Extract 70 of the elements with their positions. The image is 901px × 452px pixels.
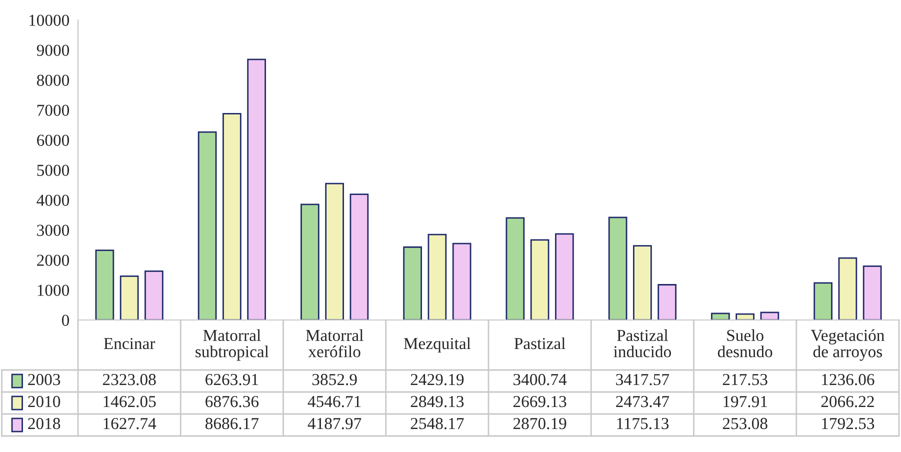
data-label: 4187.97 xyxy=(308,418,362,430)
bar xyxy=(222,113,242,320)
bar xyxy=(428,234,447,320)
bar xyxy=(198,131,217,320)
x-tick-label: Mezquital xyxy=(404,337,471,353)
data-label: 2669.13 xyxy=(513,396,566,408)
legend-label: 2010 xyxy=(28,396,60,408)
legend-label: 2003 xyxy=(28,374,60,386)
x-tick-label: Pastizal xyxy=(514,337,566,350)
x-tick-label: Pastizal inducido xyxy=(614,329,671,358)
bar xyxy=(530,239,550,320)
bar xyxy=(120,275,139,320)
data-label: 8686.17 xyxy=(205,418,259,430)
bar xyxy=(247,58,266,320)
data-label: 6263.91 xyxy=(206,374,258,386)
y-tick-label: 5000 xyxy=(37,164,70,176)
bar xyxy=(144,270,164,320)
bar xyxy=(506,217,525,320)
bar xyxy=(300,204,320,320)
data-label: 6876.36 xyxy=(206,396,259,408)
data-label: 1792.53 xyxy=(822,418,874,430)
data-label: 2473.47 xyxy=(616,396,670,408)
data-label: 2849.13 xyxy=(410,396,464,408)
y-tick-label: 1000 xyxy=(38,284,70,296)
x-tick-label: Suelo desnudo xyxy=(718,329,772,358)
data-label: 3852.9 xyxy=(312,374,357,386)
data-label: 3400.74 xyxy=(514,374,567,386)
bar xyxy=(814,282,832,320)
data-label: 253.08 xyxy=(722,418,768,430)
y-tick-label: 2000 xyxy=(37,254,70,266)
bar xyxy=(325,182,344,320)
bar xyxy=(350,194,369,320)
y-tick-label: 9000 xyxy=(36,44,70,56)
bar xyxy=(452,242,472,320)
bar xyxy=(711,312,730,320)
data-label: 2323.08 xyxy=(102,374,156,386)
bar xyxy=(555,233,574,320)
bar xyxy=(760,312,780,320)
data-label: 2066.22 xyxy=(821,396,874,408)
data-label: 1462.05 xyxy=(104,396,156,408)
data-label: 197.91 xyxy=(724,396,767,408)
y-tick-label: 0 xyxy=(62,314,70,326)
data-label: 2548.17 xyxy=(410,418,464,430)
y-tick-label: 4000 xyxy=(36,194,70,206)
y-tick-label: 8000 xyxy=(36,74,70,86)
bar xyxy=(403,246,422,320)
data-label: 217.53 xyxy=(722,374,768,386)
data-label: 4546.71 xyxy=(308,396,361,408)
data-label: 1627.74 xyxy=(104,418,156,430)
bar xyxy=(658,284,676,320)
data-label: 3417.57 xyxy=(616,374,670,386)
data-label: 1236.06 xyxy=(822,374,874,386)
data-label: 2870.19 xyxy=(513,418,566,430)
y-tick-label: 6000 xyxy=(37,134,70,146)
legend-label: 2018 xyxy=(28,418,60,430)
y-tick-label: 3000 xyxy=(37,224,70,236)
data-label: 2429.19 xyxy=(410,374,464,386)
bar xyxy=(838,257,858,320)
bar xyxy=(736,313,754,320)
bar xyxy=(608,216,628,320)
bar xyxy=(633,245,652,320)
bar xyxy=(95,250,114,320)
bar xyxy=(862,266,882,320)
x-tick-label: Encinar xyxy=(104,338,156,350)
x-tick-label: Matorral xerófilo xyxy=(306,329,364,358)
y-tick-label: 7000 xyxy=(37,104,70,116)
x-tick-label: Vegetación de arroyos xyxy=(810,329,884,361)
x-tick-label: Matorral subtropical xyxy=(196,329,269,361)
y-tick-label: 10000 xyxy=(29,14,70,26)
data-label: 1175.13 xyxy=(617,418,669,430)
